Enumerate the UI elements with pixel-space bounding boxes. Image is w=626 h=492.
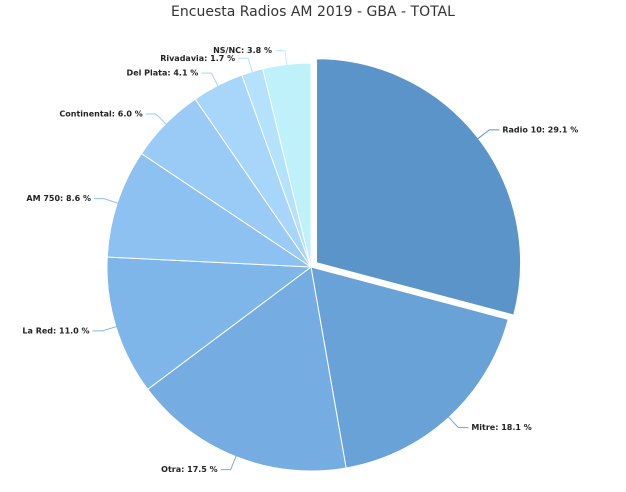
chart-title: Encuesta Radios AM 2019 - GBA - TOTAL [171,4,455,20]
connector [220,452,238,471]
connector [275,50,288,69]
connector [94,198,122,205]
connector [201,72,221,90]
data-label: Rivadavia: 1.7 % [160,54,235,63]
data-label: NS/NC: 3.8 % [213,46,272,55]
connector [145,113,169,127]
data-label: Otra: 17.5 % [161,465,218,474]
connector [474,129,500,142]
data-label: AM 750: 8.6 % [26,194,91,203]
connector [445,414,469,429]
data-label: Del Plata: 4.1 % [127,69,199,78]
data-label: La Red: 11.0 % [22,326,89,335]
data-label: Mitre: 18.1 % [471,423,531,432]
data-label: Radio 10: 29.1 % [502,125,578,134]
connector [238,57,254,76]
connector [92,325,120,332]
data-label: Continental: 6.0 % [59,109,142,118]
